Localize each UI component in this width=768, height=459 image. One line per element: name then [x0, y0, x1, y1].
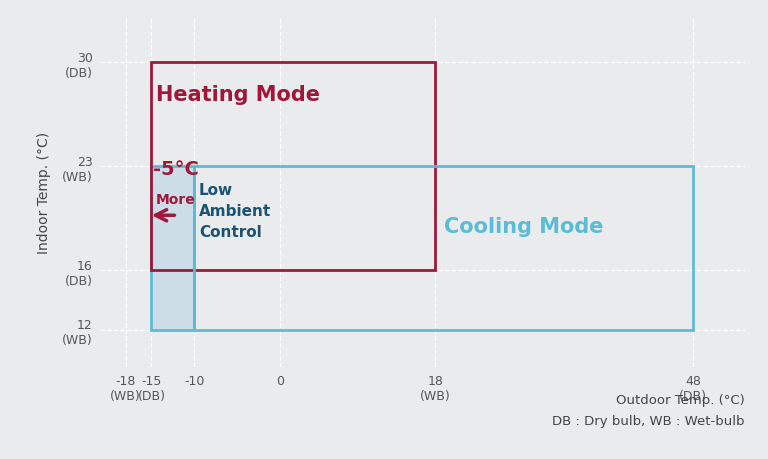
- Text: More: More: [156, 192, 196, 207]
- Text: Outdoor Temp. (°C): Outdoor Temp. (°C): [616, 393, 745, 406]
- Text: Low
Ambient
Control: Low Ambient Control: [199, 183, 271, 240]
- Text: -5°C: -5°C: [153, 160, 199, 179]
- Text: Cooling Mode: Cooling Mode: [444, 216, 604, 236]
- Bar: [151, 167, 194, 330]
- Y-axis label: Indoor Temp. (°C): Indoor Temp. (°C): [37, 132, 51, 254]
- Bar: [194, 167, 694, 330]
- Bar: [151, 167, 173, 330]
- Text: DB : Dry bulb, WB : Wet-bulb: DB : Dry bulb, WB : Wet-bulb: [552, 414, 745, 427]
- Bar: [151, 63, 435, 271]
- Text: Heating Mode: Heating Mode: [156, 85, 319, 105]
